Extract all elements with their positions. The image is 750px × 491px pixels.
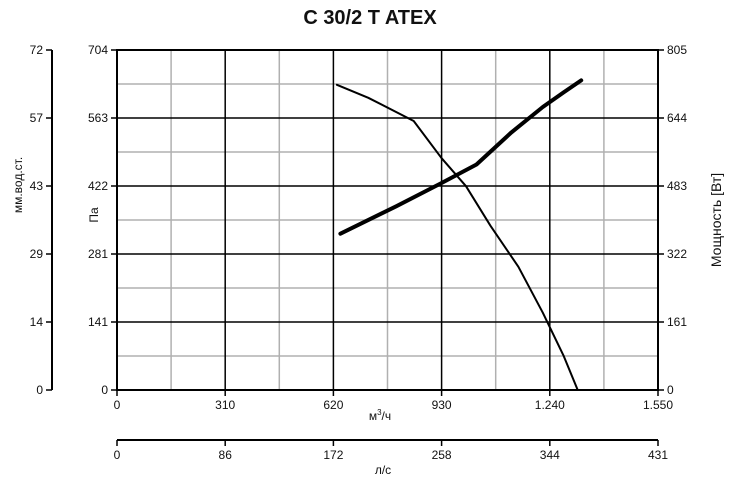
pressure-curve [335,83,579,391]
tick-label-x: 0 [114,398,121,412]
major-grid [117,50,658,390]
minor-grid [117,50,658,390]
tick-label-x2: 0 [114,448,121,462]
axis-x-m3h: 0 310 620 930 1.240 1.550 [114,390,673,412]
xlabel-ls: л/с [375,463,391,477]
axis-x-ls: 0 86 172 258 344 431 [114,439,668,462]
tick-label-power: 161 [667,315,687,329]
tick-label-x2: 258 [432,448,452,462]
ylabel-pascal: Па [87,207,101,223]
tick-label-mm: 29 [30,247,44,261]
axis-power: 0 161 322 483 644 805 [658,43,687,397]
tick-label-x: 310 [215,398,235,412]
tick-label-x2: 172 [323,448,343,462]
plot-border [116,49,659,391]
tick-label-x: 620 [323,398,343,412]
tick-label-power: 322 [667,247,687,261]
chart-title: C 30/2 T ATEX [303,7,437,29]
tick-label-x2: 344 [540,448,560,462]
tick-label-pa: 422 [88,179,108,193]
ylabel-power: Мощность [Вт] [708,173,724,267]
tick-label-pa: 281 [88,247,108,261]
tick-label-mm: 43 [30,179,44,193]
tick-label-x: 930 [432,398,452,412]
power-curve [338,78,584,236]
plot-frame [116,49,659,391]
tick-label-pa: 0 [101,383,108,397]
tick-label-power: 805 [667,43,687,57]
tick-label-pa: 704 [88,43,108,57]
tick-label-pa: 563 [88,111,108,125]
tick-label-mm: 57 [30,111,44,125]
tick-label-x2: 86 [219,448,233,462]
tick-label-mm: 14 [30,315,44,329]
tick-label-mm: 0 [36,383,43,397]
tick-label-power: 644 [667,111,687,125]
axis-mm-water: 0 14 29 43 57 72 [30,43,53,397]
series-layer [335,78,584,391]
tick-label-x2: 431 [648,448,668,462]
tick-label-x: 1.240 [535,398,565,412]
tick-label-x: 1.550 [643,398,673,412]
tick-label-power: 0 [667,383,674,397]
ylabel-mm-water: мм.вод.ст. [11,157,25,213]
xlabel-m3h: м3/ч [369,408,391,423]
tick-label-power: 483 [667,179,687,193]
tick-label-mm: 72 [30,43,44,57]
tick-label-pa: 141 [88,315,108,329]
axis-pascal: 0 141 281 422 563 704 [88,43,117,397]
